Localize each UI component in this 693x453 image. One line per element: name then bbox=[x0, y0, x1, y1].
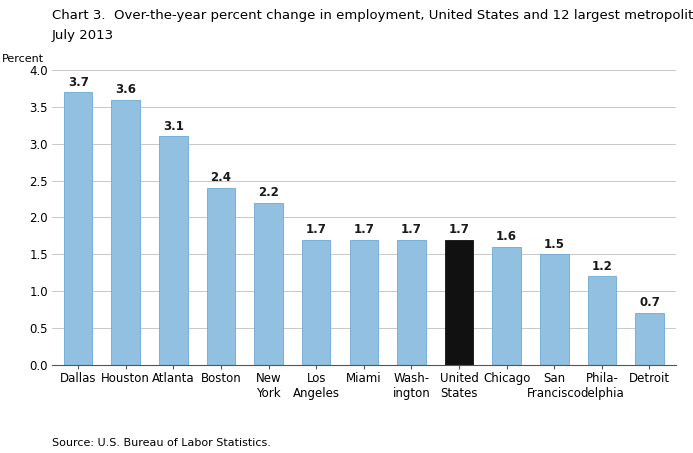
Text: 1.7: 1.7 bbox=[353, 223, 374, 236]
Bar bbox=[588, 276, 616, 365]
Bar bbox=[302, 240, 331, 365]
Text: 1.6: 1.6 bbox=[496, 230, 517, 243]
Bar bbox=[540, 254, 568, 365]
Bar bbox=[635, 313, 664, 365]
Text: 1.5: 1.5 bbox=[544, 237, 565, 251]
Text: Source: U.S. Bureau of Labor Statistics.: Source: U.S. Bureau of Labor Statistics. bbox=[52, 439, 271, 448]
Text: 0.7: 0.7 bbox=[639, 296, 660, 309]
Text: July 2013: July 2013 bbox=[52, 29, 114, 43]
Text: 3.7: 3.7 bbox=[68, 76, 89, 89]
Bar bbox=[207, 188, 236, 365]
Text: 1.7: 1.7 bbox=[306, 223, 326, 236]
Text: 1.7: 1.7 bbox=[401, 223, 422, 236]
Text: 2.2: 2.2 bbox=[258, 186, 279, 199]
Text: 3.6: 3.6 bbox=[115, 83, 137, 96]
Bar bbox=[254, 203, 283, 365]
Bar bbox=[64, 92, 92, 365]
Bar bbox=[159, 136, 188, 365]
Bar bbox=[397, 240, 426, 365]
Text: Chart 3.  Over-the-year percent change in employment, United States and 12 large: Chart 3. Over-the-year percent change in… bbox=[52, 9, 693, 22]
Text: Percent: Percent bbox=[2, 54, 44, 64]
Text: 2.4: 2.4 bbox=[211, 171, 231, 184]
Text: 1.2: 1.2 bbox=[591, 260, 613, 273]
Bar bbox=[492, 247, 521, 365]
Text: 1.7: 1.7 bbox=[448, 223, 469, 236]
Bar bbox=[349, 240, 378, 365]
Text: 3.1: 3.1 bbox=[163, 120, 184, 133]
Bar bbox=[112, 100, 140, 365]
Bar bbox=[445, 240, 473, 365]
